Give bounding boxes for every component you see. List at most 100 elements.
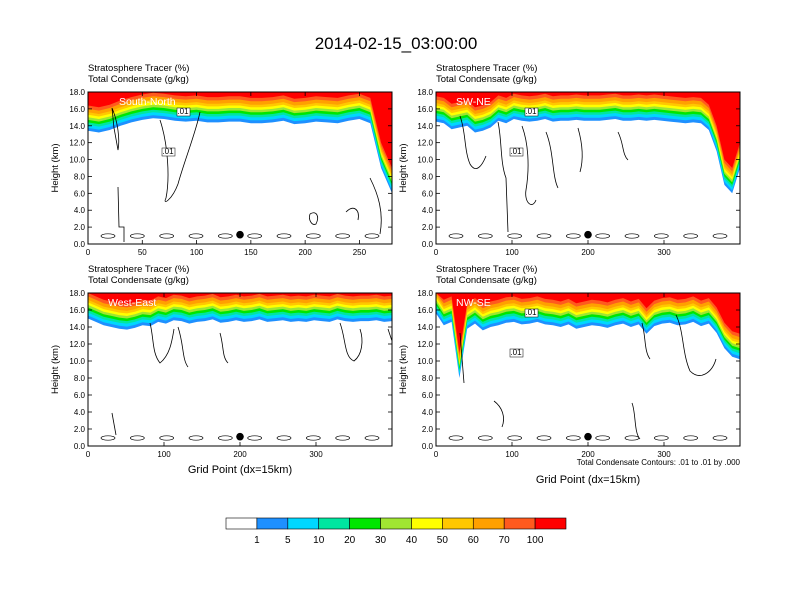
condensate-contour: [100, 435, 116, 441]
condensate-contour: [521, 125, 537, 205]
contour-note: Total Condensate Contours: .01 to .01 by…: [577, 458, 741, 467]
y-tick-label: 14.0: [69, 122, 85, 131]
panel-sw-ne: Stratosphere Tracer (%)Total Condensate …: [398, 63, 741, 257]
panel-subtitle-tracer: Stratosphere Tracer (%): [436, 63, 537, 74]
panel-label: West-East: [108, 297, 156, 309]
y-tick-label: 4.0: [422, 206, 434, 215]
x-tick-label: 100: [190, 248, 204, 257]
x-tick-label: 100: [157, 450, 171, 459]
condensate-contour: [177, 326, 189, 368]
condensate-contour: [683, 435, 699, 441]
contour-label: .01: [510, 348, 522, 357]
y-axis-label: Height (km): [398, 143, 409, 192]
panel-label: NW-SE: [456, 297, 491, 309]
colorbar-swatch: [442, 517, 474, 530]
condensate-contour: [683, 233, 699, 239]
tracer-fill-level: [88, 92, 392, 168]
tracer-fill-level: [436, 293, 740, 353]
y-tick-label: 0.0: [422, 442, 434, 451]
panel-subtitle-tracer: Stratosphere Tracer (%): [88, 63, 189, 74]
y-tick-label: 16.0: [69, 306, 85, 315]
tracer-fill-level: [436, 293, 740, 367]
y-tick-label: 16.0: [417, 306, 433, 315]
condensate-contour: [217, 435, 233, 441]
x-tick-label: 50: [138, 248, 147, 257]
colorbar-swatch: [225, 517, 258, 530]
y-tick-label: 8.0: [422, 374, 434, 383]
panel-nw-se: Stratosphere Tracer (%)Total Condensate …: [398, 264, 741, 486]
tracer-fill-level: [436, 92, 740, 191]
x-axis-label: Grid Point (dx=15km): [536, 474, 640, 486]
condensate-contour: [111, 107, 120, 151]
colorbar: 1 5 10 20 30 40 50 60 70 100: [225, 517, 567, 546]
condensate-contour: [129, 233, 145, 239]
y-tick-label: 12.0: [417, 139, 433, 148]
y-tick-label: 8.0: [422, 172, 434, 181]
condensate-contour: [159, 233, 175, 239]
colorbar-label: 60: [468, 535, 480, 546]
colorbar-swatch: [349, 517, 381, 530]
x-tick-label: 200: [581, 248, 595, 257]
condensate-contour: [565, 435, 581, 441]
condensate-contour: [653, 233, 669, 239]
condensate-contour: [149, 322, 175, 364]
colorbar-label: 40: [406, 535, 418, 546]
condensate-contour: [345, 207, 359, 221]
y-tick-label: 4.0: [74, 408, 86, 417]
panel-south-north: Stratosphere Tracer (%)Total Condensate …: [50, 63, 393, 257]
condensate-contour: [111, 412, 117, 436]
contour-label: .01: [177, 107, 189, 116]
condensate-contour: [624, 233, 640, 239]
x-tick-label: 0: [86, 450, 91, 459]
colorbar-label: 50: [437, 535, 449, 546]
y-tick-label: 2.0: [422, 425, 434, 434]
plot-frame: [87, 91, 393, 245]
plot-area: .01 .01: [436, 293, 740, 446]
y-tick-label: 0.0: [422, 240, 434, 249]
colorbar-swatch: [256, 517, 289, 530]
condensate-contour: [477, 435, 493, 441]
x-tick-label: 300: [309, 450, 323, 459]
panel-subtitle-tracer: Stratosphere Tracer (%): [436, 264, 537, 275]
panel-subtitle-condensate: Total Condensate (g/kg): [436, 275, 537, 286]
y-tick-label: 6.0: [74, 391, 86, 400]
condensate-contour: [536, 435, 552, 441]
location-marker: [584, 230, 592, 239]
y-tick-label: 10.0: [69, 357, 85, 366]
y-axis-label: Height (km): [50, 345, 61, 394]
condensate-contour: [595, 435, 611, 441]
figure-title: 2014-02-15_03:00:00: [315, 34, 478, 53]
y-tick-label: 6.0: [422, 189, 434, 198]
condensate-contour: [217, 233, 233, 239]
y-tick-label: 2.0: [74, 223, 86, 232]
x-tick-label: 300: [657, 450, 671, 459]
colorbar-label: 70: [499, 535, 511, 546]
plot-area: [88, 293, 392, 446]
y-tick-label: 2.0: [74, 425, 86, 434]
condensate-contour: [339, 322, 363, 362]
panel-west-east: Stratosphere Tracer (%)Total Condensate …: [50, 264, 393, 476]
panel-label: South-North: [119, 96, 176, 108]
x-tick-label: 0: [86, 248, 91, 257]
condensate-contour: [387, 328, 392, 342]
condensate-contour: [624, 435, 640, 441]
x-tick-label: 100: [505, 450, 519, 459]
condensate-contour: [565, 233, 581, 239]
condensate-contour: [100, 233, 116, 239]
condensate-contour: [335, 233, 351, 239]
x-tick-label: 250: [353, 248, 367, 257]
y-tick-label: 6.0: [422, 391, 434, 400]
condensate-contour: [364, 435, 380, 441]
condensate-contour: [276, 435, 292, 441]
y-tick-label: 18.0: [69, 88, 85, 97]
contour-label: .01: [525, 107, 537, 116]
colorbar-swatch: [287, 517, 320, 530]
condensate-contour: [219, 332, 229, 364]
contour-label-box: [524, 107, 539, 117]
colorbar-swatch: [472, 517, 505, 530]
condensate-contour: [159, 111, 201, 202]
condensate-contour: [448, 435, 464, 441]
y-tick-label: 16.0: [69, 105, 85, 114]
colorbar-label: 100: [527, 535, 544, 546]
condensate-contour: [507, 435, 523, 441]
